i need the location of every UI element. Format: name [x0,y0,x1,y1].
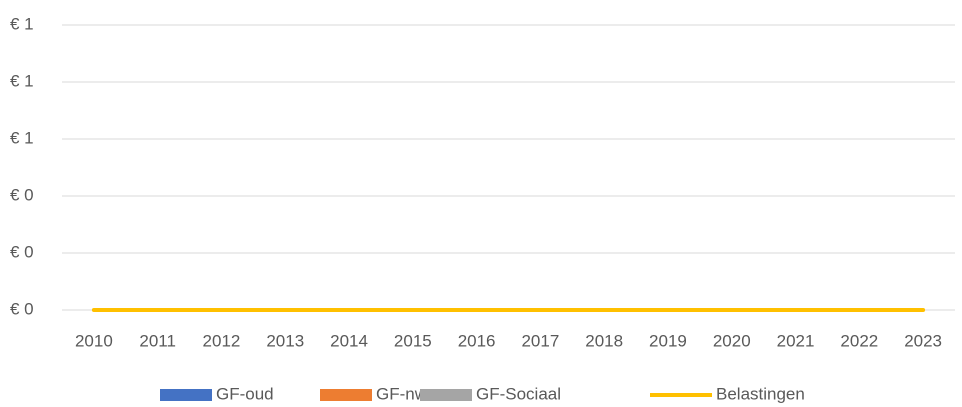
legend-label: GF-nw [376,384,428,403]
x-tick-label: 2020 [713,331,751,350]
x-tick-label: 2014 [330,331,368,350]
x-tick-label: 2012 [203,331,241,350]
legend-swatch [420,389,472,401]
legend-swatch [320,389,372,401]
x-tick-label: 2010 [75,331,113,350]
x-tick-label: 2023 [904,331,942,350]
x-tick-label: 2018 [585,331,623,350]
x-tick-label: 2022 [840,331,878,350]
legend-label: GF-oud [216,384,274,403]
legend-label: GF-Sociaal [476,384,561,403]
y-tick-label: € 1 [10,14,34,33]
x-tick-label: 2017 [521,331,559,350]
x-tick-label: 2011 [139,331,176,350]
x-tick-label: 2015 [394,331,432,350]
y-tick-label: € 0 [10,299,34,318]
y-tick-label: € 1 [10,128,34,147]
x-tick-label: 2019 [649,331,687,350]
legend-swatch [160,389,212,401]
y-tick-label: € 0 [10,242,34,261]
x-tick-label: 2016 [458,331,496,350]
x-tick-label: 2021 [777,331,815,350]
y-tick-label: € 0 [10,185,34,204]
x-tick-label: 2013 [266,331,304,350]
y-tick-label: € 1 [10,71,34,90]
legend-label: Belastingen [716,384,805,403]
